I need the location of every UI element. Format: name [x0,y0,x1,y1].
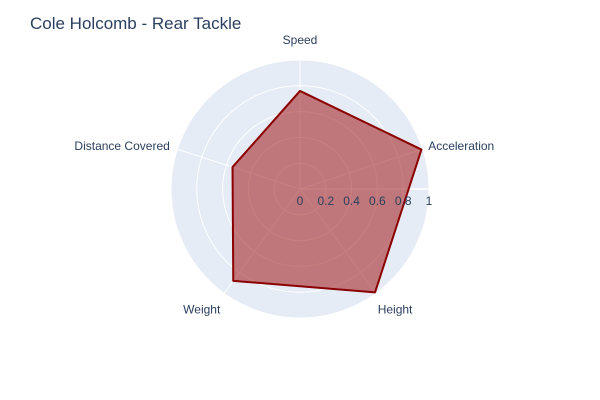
category-label: Distance Covered [74,139,169,153]
chart-title: Cole Holcomb - Rear Tackle [30,14,241,33]
category-label: Height [378,302,413,316]
radial-tick-label: 0.6 [369,194,386,208]
category-label: Speed [283,33,318,47]
radial-tick-label: 0 [297,194,304,208]
radial-tick-label: 0.2 [317,194,334,208]
radial-tick-label: 0.8 [395,194,412,208]
category-label: Weight [183,302,221,316]
series-polygon [231,89,423,294]
radial-tick-label: 1 [426,194,433,208]
category-label: Acceleration [428,139,494,153]
polar-plot-area: 0 0.2 0.4 0.6 0.8 1 Speed Acceleration Height Wei… [74,33,494,319]
radial-tick-label: 0.4 [343,194,360,208]
